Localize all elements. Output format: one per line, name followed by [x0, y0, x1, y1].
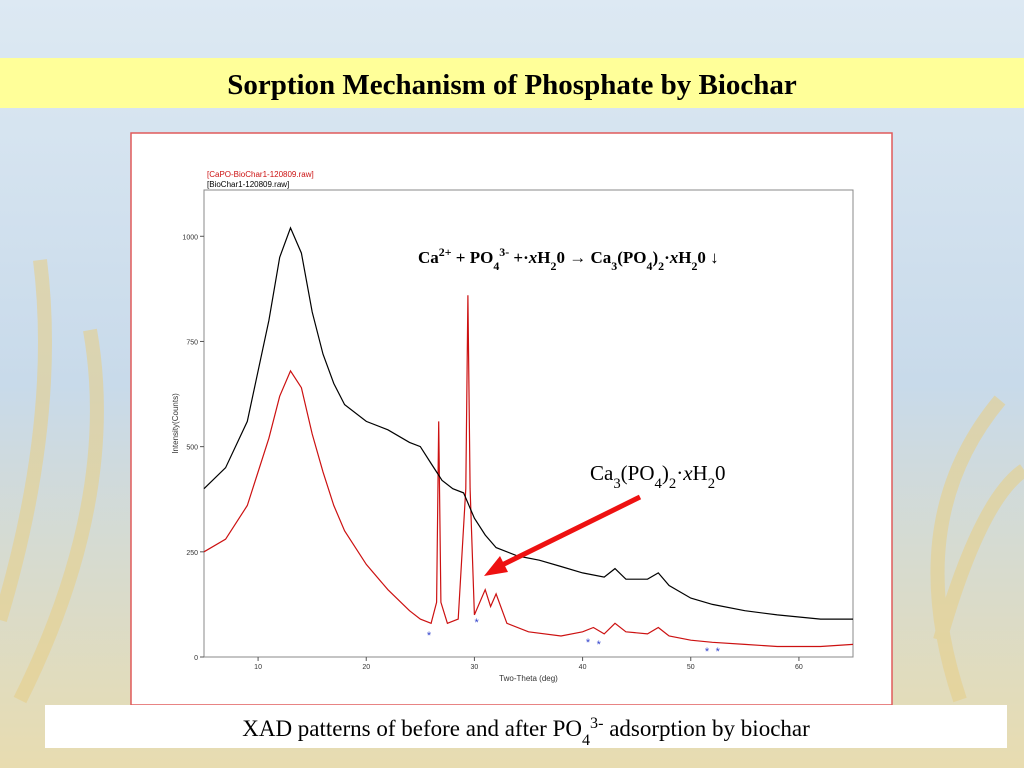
caption-box [45, 705, 1007, 748]
equation-run: 4 [646, 259, 652, 273]
equation-run: 3- [499, 245, 509, 259]
pointer-arrowhead [484, 556, 508, 576]
y-tick-label: 250 [186, 550, 198, 557]
equation-run: x [669, 248, 679, 267]
x-tick-label: 60 [795, 664, 803, 671]
plot-area [203, 189, 854, 658]
equation-run: x [528, 248, 538, 267]
equation: Ca2+ + PO43- +·xH20 → Ca3(PO4)2·xH20 ↓ [418, 245, 719, 273]
peak-marker: * [716, 646, 721, 658]
x-tick-label: 30 [471, 664, 479, 671]
equation-run: 4 [493, 259, 499, 273]
peak-label-run: 2 [708, 476, 715, 492]
wheat-decoration [0, 259, 1024, 704]
equation-run: 3 [611, 259, 617, 273]
peak-label-run: (PO [621, 461, 655, 485]
x-axis-label: Two-Theta (deg) [499, 674, 558, 683]
y-tick-label: 0 [194, 655, 198, 662]
y-tick-label: 500 [186, 445, 198, 452]
caption-run: adsorption by biochar [603, 716, 810, 741]
equation-run: H [537, 248, 550, 267]
x-tick-label: 10 [254, 664, 262, 671]
y-tick-label: 1000 [182, 234, 198, 241]
x-tick-label: 20 [362, 664, 370, 671]
peak-label-run: · [676, 461, 683, 485]
legend-entry: [BioChar1-120809.raw] [207, 180, 289, 189]
peak-label-run: 2 [669, 476, 676, 492]
peak-marker: * [597, 639, 602, 651]
equation-run: H [678, 248, 691, 267]
equation-run: 2 [551, 259, 557, 273]
pointer-arrow [496, 494, 642, 570]
caption-run: 4 [582, 732, 590, 749]
equation-run: 2 [691, 259, 697, 273]
equation-run: ) [652, 248, 658, 267]
x-tick-label: 40 [579, 664, 587, 671]
peak-marker: * [705, 646, 710, 658]
peak-marker: * [474, 617, 479, 629]
peak-label-run: x [682, 461, 693, 485]
equation-run: +· [509, 248, 529, 267]
legend-entry: [CaPO-BioChar1-120809.raw] [207, 170, 314, 179]
peak-marker: * [427, 630, 432, 642]
slide-title: Sorption Mechanism of Phosphate by Bioch… [227, 69, 797, 101]
equation-run: Ca [418, 248, 439, 267]
equation-run: 0 ↓ [697, 248, 718, 267]
x-tick-label: 50 [687, 664, 695, 671]
peak-label-run: Ca [590, 461, 614, 485]
title-band [0, 58, 1024, 108]
equation-run: 2+ [439, 245, 452, 259]
peak-marker: * [586, 637, 591, 649]
peak-label-run: H [693, 461, 708, 485]
peak-label-run: 4 [655, 476, 663, 492]
equation-run: 2 [658, 259, 664, 273]
peak-label-run: 0 [715, 461, 726, 485]
series-line [203, 295, 854, 648]
peak-label-run: 3 [613, 476, 620, 492]
equation-run: · [664, 248, 670, 267]
peak-label: Ca3(PO4)2·xH20 [590, 461, 726, 492]
caption: XAD patterns of before and after PO43- a… [242, 715, 810, 749]
caption-run: 3- [590, 715, 603, 732]
equation-run: 0 → Ca [556, 248, 611, 267]
caption-run: XAD patterns of before and after PO [242, 716, 582, 741]
y-tick-label: 750 [186, 339, 198, 346]
chart-frame [130, 132, 893, 706]
equation-run: (PO [617, 248, 646, 267]
series-line [203, 226, 853, 620]
peak-label-run: ) [662, 461, 669, 485]
equation-run: + PO [452, 248, 494, 267]
y-axis-label: Intensity(Counts) [171, 393, 180, 454]
